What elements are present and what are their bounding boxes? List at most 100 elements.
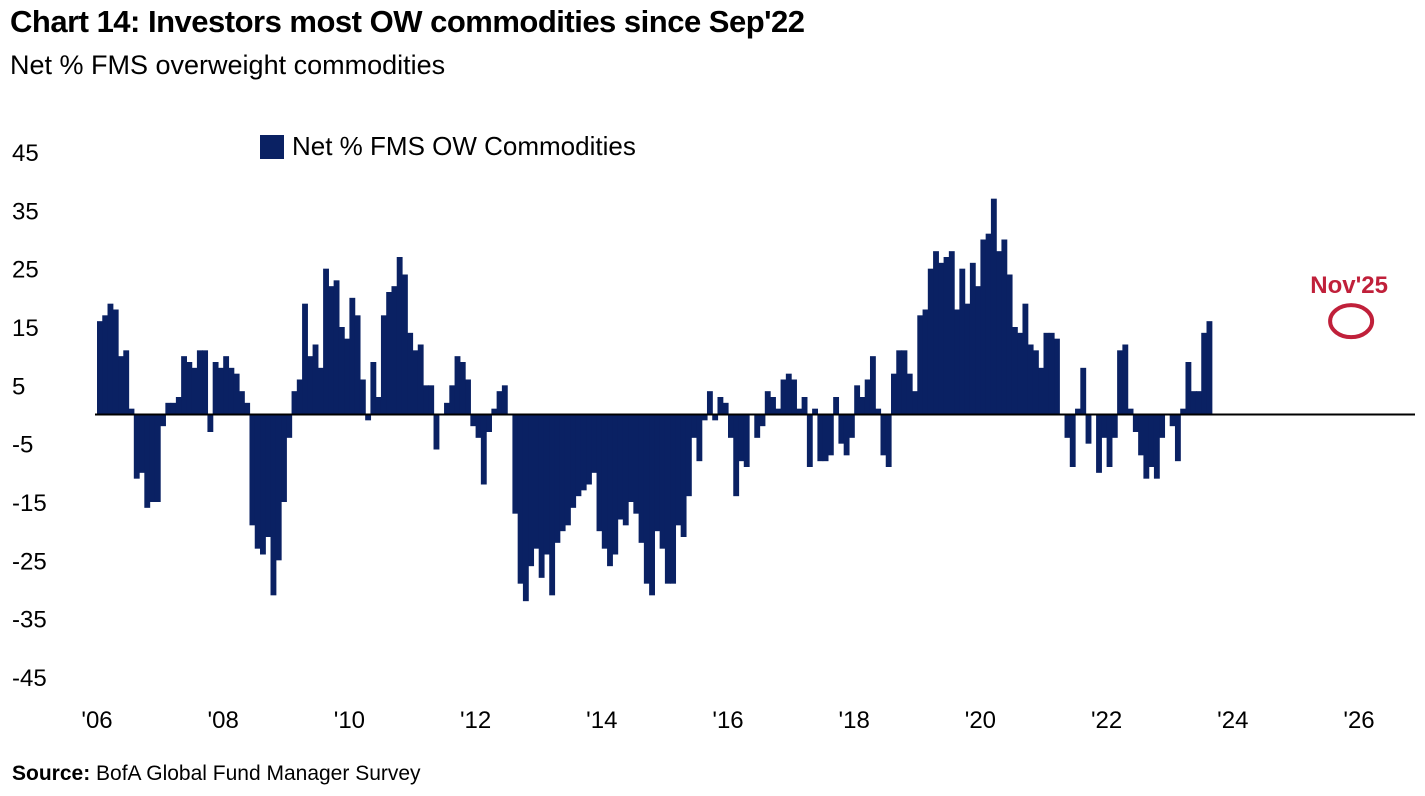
bar (102, 315, 109, 415)
bar (543, 414, 550, 555)
bar (249, 414, 256, 526)
bar (770, 397, 776, 415)
bar (975, 286, 981, 415)
chart-subtitle: Net % FMS overweight commodities (10, 50, 446, 80)
bar (238, 391, 245, 415)
x-tick-label: '16 (712, 707, 743, 734)
bar (596, 414, 603, 532)
y-tick-label: 45 (12, 140, 39, 167)
x-tick-label: '06 (81, 707, 112, 734)
legend: Net % FMS OW Commodities (260, 131, 636, 161)
bar (628, 414, 634, 502)
bar (1169, 414, 1176, 427)
bar (859, 397, 866, 415)
y-tick-label: -5 (12, 432, 33, 459)
bar (123, 350, 130, 415)
bar (528, 414, 535, 567)
bar (622, 414, 629, 526)
bar (538, 414, 545, 578)
bar (617, 414, 624, 520)
bar (938, 262, 945, 415)
bar (444, 402, 450, 415)
bar (564, 414, 571, 526)
x-tick-label: '18 (839, 707, 870, 734)
bar (901, 350, 908, 415)
bar (964, 303, 971, 415)
bar (780, 379, 787, 415)
bar (139, 414, 145, 473)
bar (1043, 332, 1050, 415)
bar (522, 414, 529, 602)
bar (170, 402, 177, 415)
bar (838, 414, 845, 444)
bar (207, 414, 214, 432)
bar (591, 414, 598, 473)
bar (175, 397, 182, 415)
y-tick-label: 5 (12, 373, 25, 400)
bar (165, 402, 172, 415)
bar (270, 414, 277, 596)
bar (848, 414, 855, 438)
bar (307, 356, 314, 415)
bar (1148, 414, 1155, 467)
bar (1195, 391, 1202, 415)
bar (706, 391, 713, 415)
bar (454, 356, 461, 415)
bar (691, 414, 698, 438)
bar (365, 414, 372, 421)
bar (586, 414, 592, 485)
bar (638, 414, 645, 543)
bar (1206, 321, 1213, 415)
bar (880, 414, 887, 456)
bar (1122, 344, 1129, 415)
bar (349, 297, 356, 415)
bar (160, 414, 166, 427)
bar (1017, 332, 1024, 415)
bar (265, 414, 272, 537)
bar (1101, 414, 1108, 438)
bar (1064, 414, 1071, 438)
bar (1054, 338, 1060, 415)
bar (1075, 408, 1081, 415)
bar (202, 350, 209, 415)
bar (659, 414, 666, 549)
bar (212, 362, 219, 415)
bar (643, 414, 650, 584)
bar (196, 350, 203, 415)
bar (696, 414, 703, 462)
bar (465, 379, 471, 415)
bar (254, 414, 261, 549)
bar (144, 414, 151, 508)
bar (181, 356, 187, 415)
x-tick-label: '12 (460, 707, 491, 734)
x-tick-label: '14 (586, 707, 617, 734)
bar (459, 362, 466, 415)
bar (922, 309, 929, 415)
bar (775, 408, 782, 415)
x-tick-label: '26 (1343, 707, 1374, 734)
bar (380, 315, 387, 415)
bar (754, 414, 761, 438)
bar (743, 414, 750, 467)
bar (344, 338, 350, 415)
bar (1080, 367, 1087, 415)
bar (1159, 414, 1166, 438)
legend-swatch (260, 135, 284, 159)
bar (722, 402, 729, 415)
bar (927, 268, 934, 415)
x-tick-label: '24 (1217, 707, 1248, 734)
bar (1132, 414, 1139, 432)
bar (281, 414, 287, 502)
bar (260, 414, 266, 555)
bar (496, 391, 503, 415)
bar-series (97, 198, 1213, 602)
bar (512, 414, 519, 514)
bar (1096, 414, 1102, 473)
bar (396, 257, 403, 415)
y-tick-label: -45 (12, 665, 47, 692)
bar (1006, 274, 1013, 415)
bar (107, 303, 114, 415)
bar (386, 292, 393, 415)
annotation-label: Nov'25 (1310, 272, 1388, 299)
